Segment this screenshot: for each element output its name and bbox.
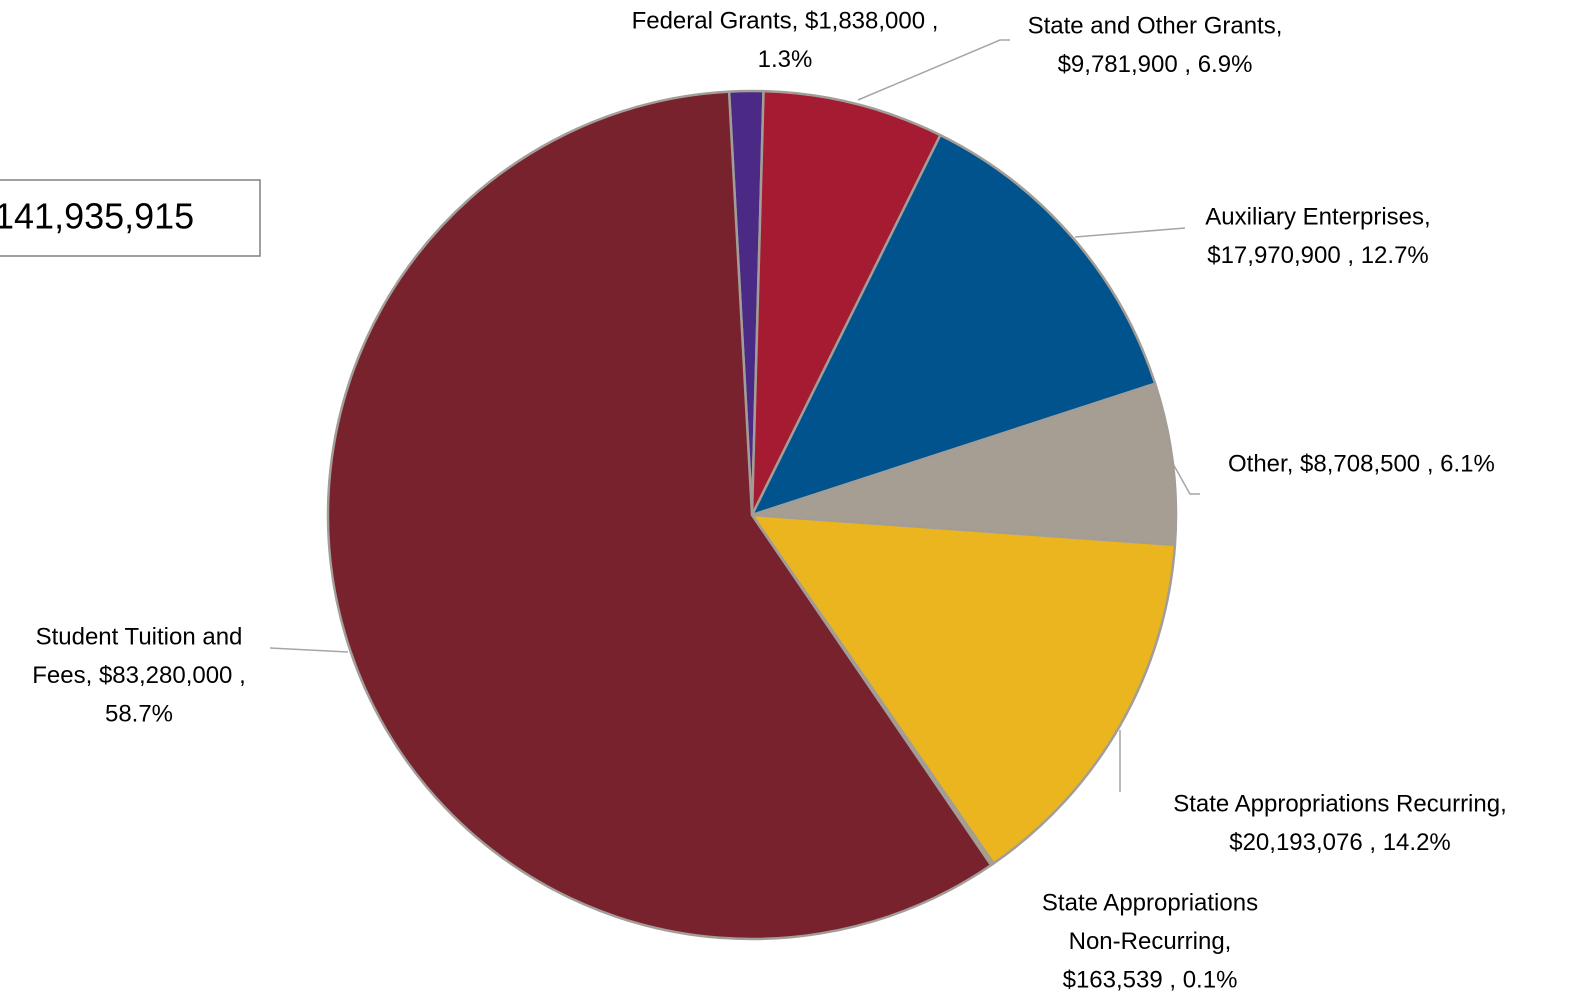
data-label: Non-Recurring, [1069,928,1232,955]
data-label: State and Other Grants, [1028,12,1283,39]
leader-line [269,647,349,653]
data-label: Other, $8,708,500 , 6.1% [1228,450,1495,477]
data-label: $163,539 , 0.1% [1063,966,1238,993]
pie-slice [750,133,1157,517]
total-annotation: 141,935,915 [0,196,194,237]
pie-slice [750,89,942,517]
data-label: Student Tuition and [36,623,243,650]
data-label: Auxiliary Enterprises, [1205,203,1430,230]
data-label: Fees, $83,280,000 , [32,662,246,689]
data-label: $20,193,076 , 14.2% [1229,829,1451,856]
data-label: $17,970,900 , 12.7% [1207,242,1429,269]
total-box [0,179,261,257]
pie-slice [750,513,1177,865]
leader-line [1171,461,1200,495]
pie-slice [750,382,1178,547]
data-label: 1.3% [758,46,813,73]
leader-line [857,39,1010,101]
data-label: Federal Grants, $1,838,000 , [632,7,939,34]
leader-line [1074,227,1186,238]
data-label: State Appropriations [1042,889,1258,916]
data-label: 58.7% [105,700,173,727]
pie-slice [326,90,993,941]
data-label: State Appropriations Recurring, [1173,790,1507,817]
data-label: $9,781,900 , 6.9% [1058,51,1253,78]
